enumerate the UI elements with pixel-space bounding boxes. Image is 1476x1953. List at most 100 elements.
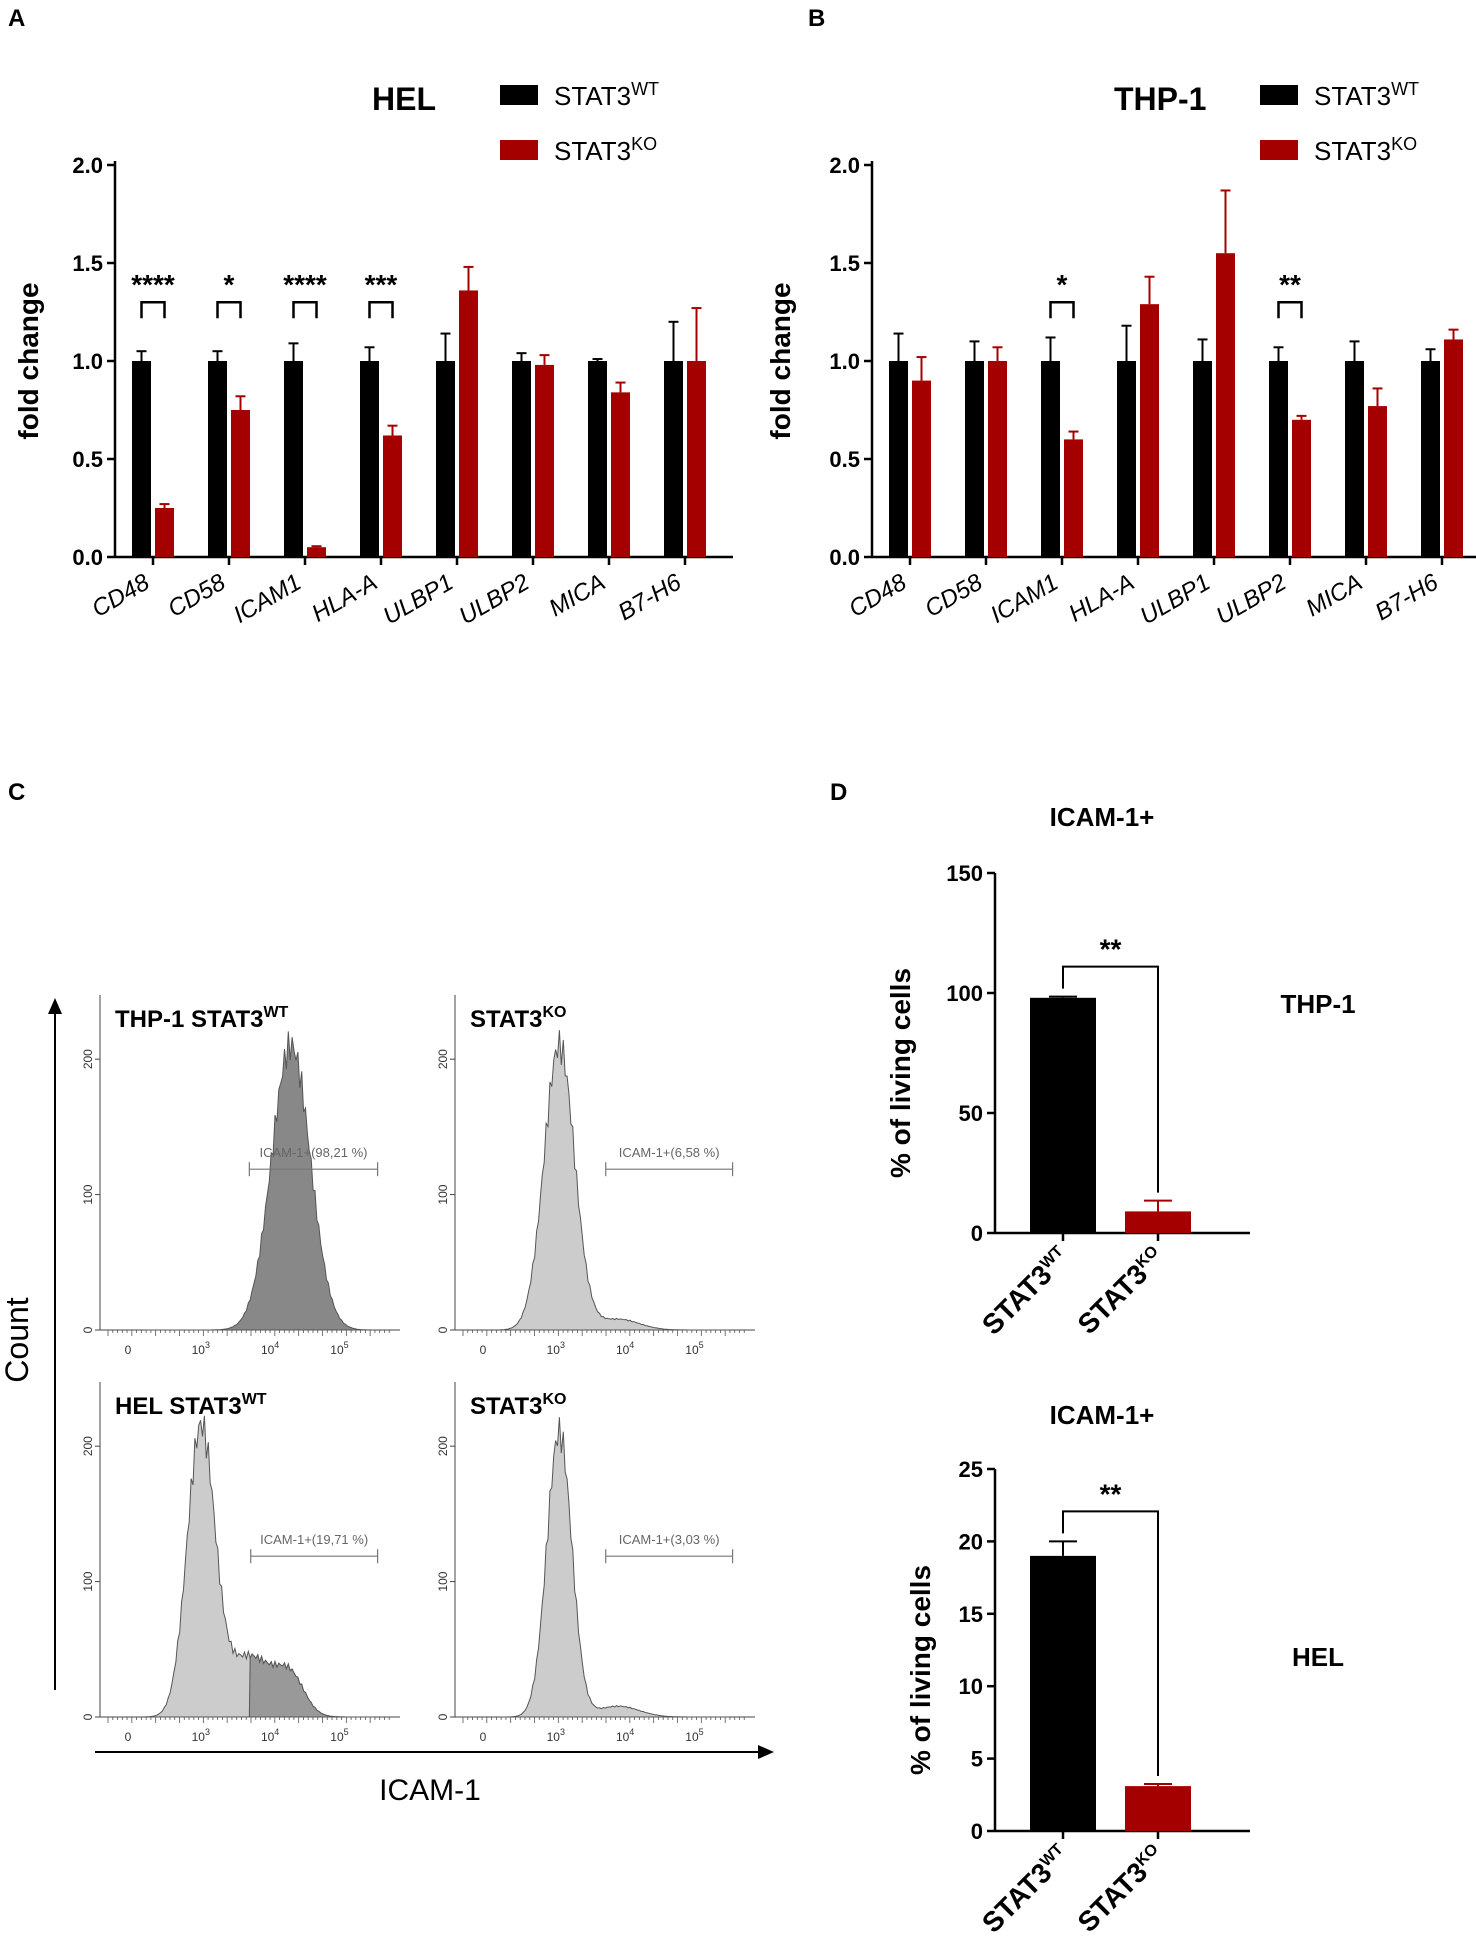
y-tick-label: 1.5 <box>72 251 103 276</box>
y-axis-label: fold change <box>765 282 796 439</box>
hist-y-tick-label: 0 <box>81 1713 95 1720</box>
legend-swatch <box>1260 140 1298 160</box>
bar-ko <box>1064 439 1083 557</box>
gate-label: ICAM-1+(98,21 %) <box>259 1145 367 1160</box>
gate-label: ICAM-1+(6,58 %) <box>619 1145 720 1160</box>
x-tick-label: B7-H6 <box>1371 568 1444 626</box>
x-tick-label: ULBP2 <box>1212 569 1291 630</box>
y-axis-label: % of living cells <box>885 968 916 1178</box>
gate-label: ICAM-1+(19,71 %) <box>260 1532 368 1547</box>
bar-ko <box>1216 253 1235 557</box>
histogram-gated-area <box>248 1653 375 1718</box>
x-tick-label: ULBP2 <box>455 569 534 630</box>
significance-bracket <box>1277 300 1303 319</box>
bar-ko <box>1140 304 1159 557</box>
significance-label: ** <box>1100 1478 1122 1509</box>
x-tick-label: ULBP1 <box>1136 569 1215 630</box>
y-tick-label: 20 <box>959 1529 983 1554</box>
bar-ko <box>912 380 931 557</box>
count-axis-arrowhead <box>48 998 62 1014</box>
histogram-plot: 0 100 200 0 103 104 105 ICAM-1+(3,03 %) STAT3KO <box>436 1382 755 1744</box>
x-tick-label: STAT3KO <box>1072 1839 1171 1938</box>
y-tick-label: 25 <box>959 1457 983 1482</box>
significance-label: *** <box>365 269 398 300</box>
histogram-title: HEL STAT3WT <box>115 1391 267 1420</box>
bar-ko <box>307 547 326 557</box>
histogram-plot: 0 100 200 0 103 104 105 ICAM-1+(98,21 %) THP-1 S… <box>81 995 400 1357</box>
bar-wt <box>965 361 984 557</box>
y-tick-label: 10 <box>959 1674 983 1699</box>
hist-x-tick-label: 0 <box>480 1730 487 1744</box>
y-tick-label: 0.0 <box>829 545 860 570</box>
hist-x-tick-label: 105 <box>330 1727 348 1744</box>
histogram-plot: 0 100 200 0 103 104 105 ICAM-1+(19,71 %) HEL STA… <box>81 1382 400 1744</box>
legend-swatch <box>1260 85 1298 105</box>
x-tick-label: ICAM1 <box>229 569 306 629</box>
bar-wt <box>360 361 379 557</box>
y-tick-label: 0.0 <box>72 545 103 570</box>
y-tick-label: 150 <box>946 861 983 886</box>
cell-line-label: HEL <box>1292 1642 1344 1672</box>
legend-label: STAT3KO <box>1314 134 1417 166</box>
bar-ko <box>988 361 1007 557</box>
bar-wt <box>588 361 607 557</box>
hist-y-tick-label: 100 <box>81 1571 95 1591</box>
y-tick-label: 0.5 <box>829 447 860 472</box>
bar-wt <box>436 361 455 557</box>
bar-wt <box>132 361 151 557</box>
bar-wt <box>1421 361 1440 557</box>
bar-ko <box>1125 1211 1191 1233</box>
bar-wt <box>512 361 531 557</box>
bar-ko <box>687 361 706 557</box>
y-tick-label: 15 <box>959 1602 983 1627</box>
bar-wt <box>1345 361 1364 557</box>
bar-wt <box>284 361 303 557</box>
hist-y-tick-label: 0 <box>436 1713 450 1720</box>
significance-bracket <box>216 300 242 319</box>
legend-label: STAT3WT <box>554 79 659 111</box>
panel-letter-d: D <box>830 779 847 806</box>
gate-label: ICAM-1+(3,03 %) <box>619 1532 720 1547</box>
hist-x-tick-label: 104 <box>261 1727 279 1744</box>
legend-label: STAT3KO <box>554 134 657 166</box>
y-tick-label: 5 <box>971 1747 983 1772</box>
legend-label: STAT3WT <box>1314 79 1419 111</box>
significance-label: * <box>1057 269 1068 300</box>
y-tick-label: 2.0 <box>829 153 860 178</box>
x-tick-label: STAT3KO <box>1072 1241 1171 1340</box>
histogram-title: STAT3KO <box>470 1004 566 1033</box>
bar-wt <box>208 361 227 557</box>
bar-ko <box>383 435 402 557</box>
hist-y-tick-label: 0 <box>436 1326 450 1333</box>
y-tick-label: 1.5 <box>829 251 860 276</box>
bar-ko <box>1368 406 1387 557</box>
significance-label: **** <box>131 269 175 300</box>
x-tick-label: MICA <box>545 569 610 622</box>
histogram-plot: 0 100 200 0 103 104 105 ICAM-1+(6,58 %) STAT3KO <box>436 995 755 1357</box>
bar-wt <box>664 361 683 557</box>
x-tick-label: STAT3WT <box>976 1839 1075 1938</box>
hist-x-tick-label: 0 <box>480 1343 487 1357</box>
bar-ko <box>1125 1786 1191 1831</box>
y-tick-label: 0 <box>971 1221 983 1246</box>
panel-letter-a: A <box>8 5 25 32</box>
x-tick-label: ULBP1 <box>379 569 458 630</box>
bar-wt <box>1030 1555 1096 1831</box>
chart-title: ICAM-1+ <box>1050 802 1155 832</box>
hist-y-tick-label: 200 <box>81 1049 95 1069</box>
hist-y-tick-label: 200 <box>436 1436 450 1456</box>
count-axis-label: Count <box>0 1297 35 1383</box>
hist-y-tick-label: 0 <box>81 1326 95 1333</box>
bar-wt <box>1041 361 1060 557</box>
histogram-area <box>499 1030 730 1331</box>
bar-wt <box>1193 361 1212 557</box>
significance-bracket <box>1049 300 1075 319</box>
icam-axis-arrowhead <box>758 1745 774 1759</box>
hist-x-tick-label: 103 <box>547 1727 565 1744</box>
x-tick-label: STAT3WT <box>976 1241 1075 1340</box>
hist-x-tick-label: 103 <box>192 1727 210 1744</box>
hist-x-tick-label: 103 <box>192 1340 210 1357</box>
x-tick-label: CD58 <box>163 568 230 622</box>
y-tick-label: 0.5 <box>72 447 103 472</box>
